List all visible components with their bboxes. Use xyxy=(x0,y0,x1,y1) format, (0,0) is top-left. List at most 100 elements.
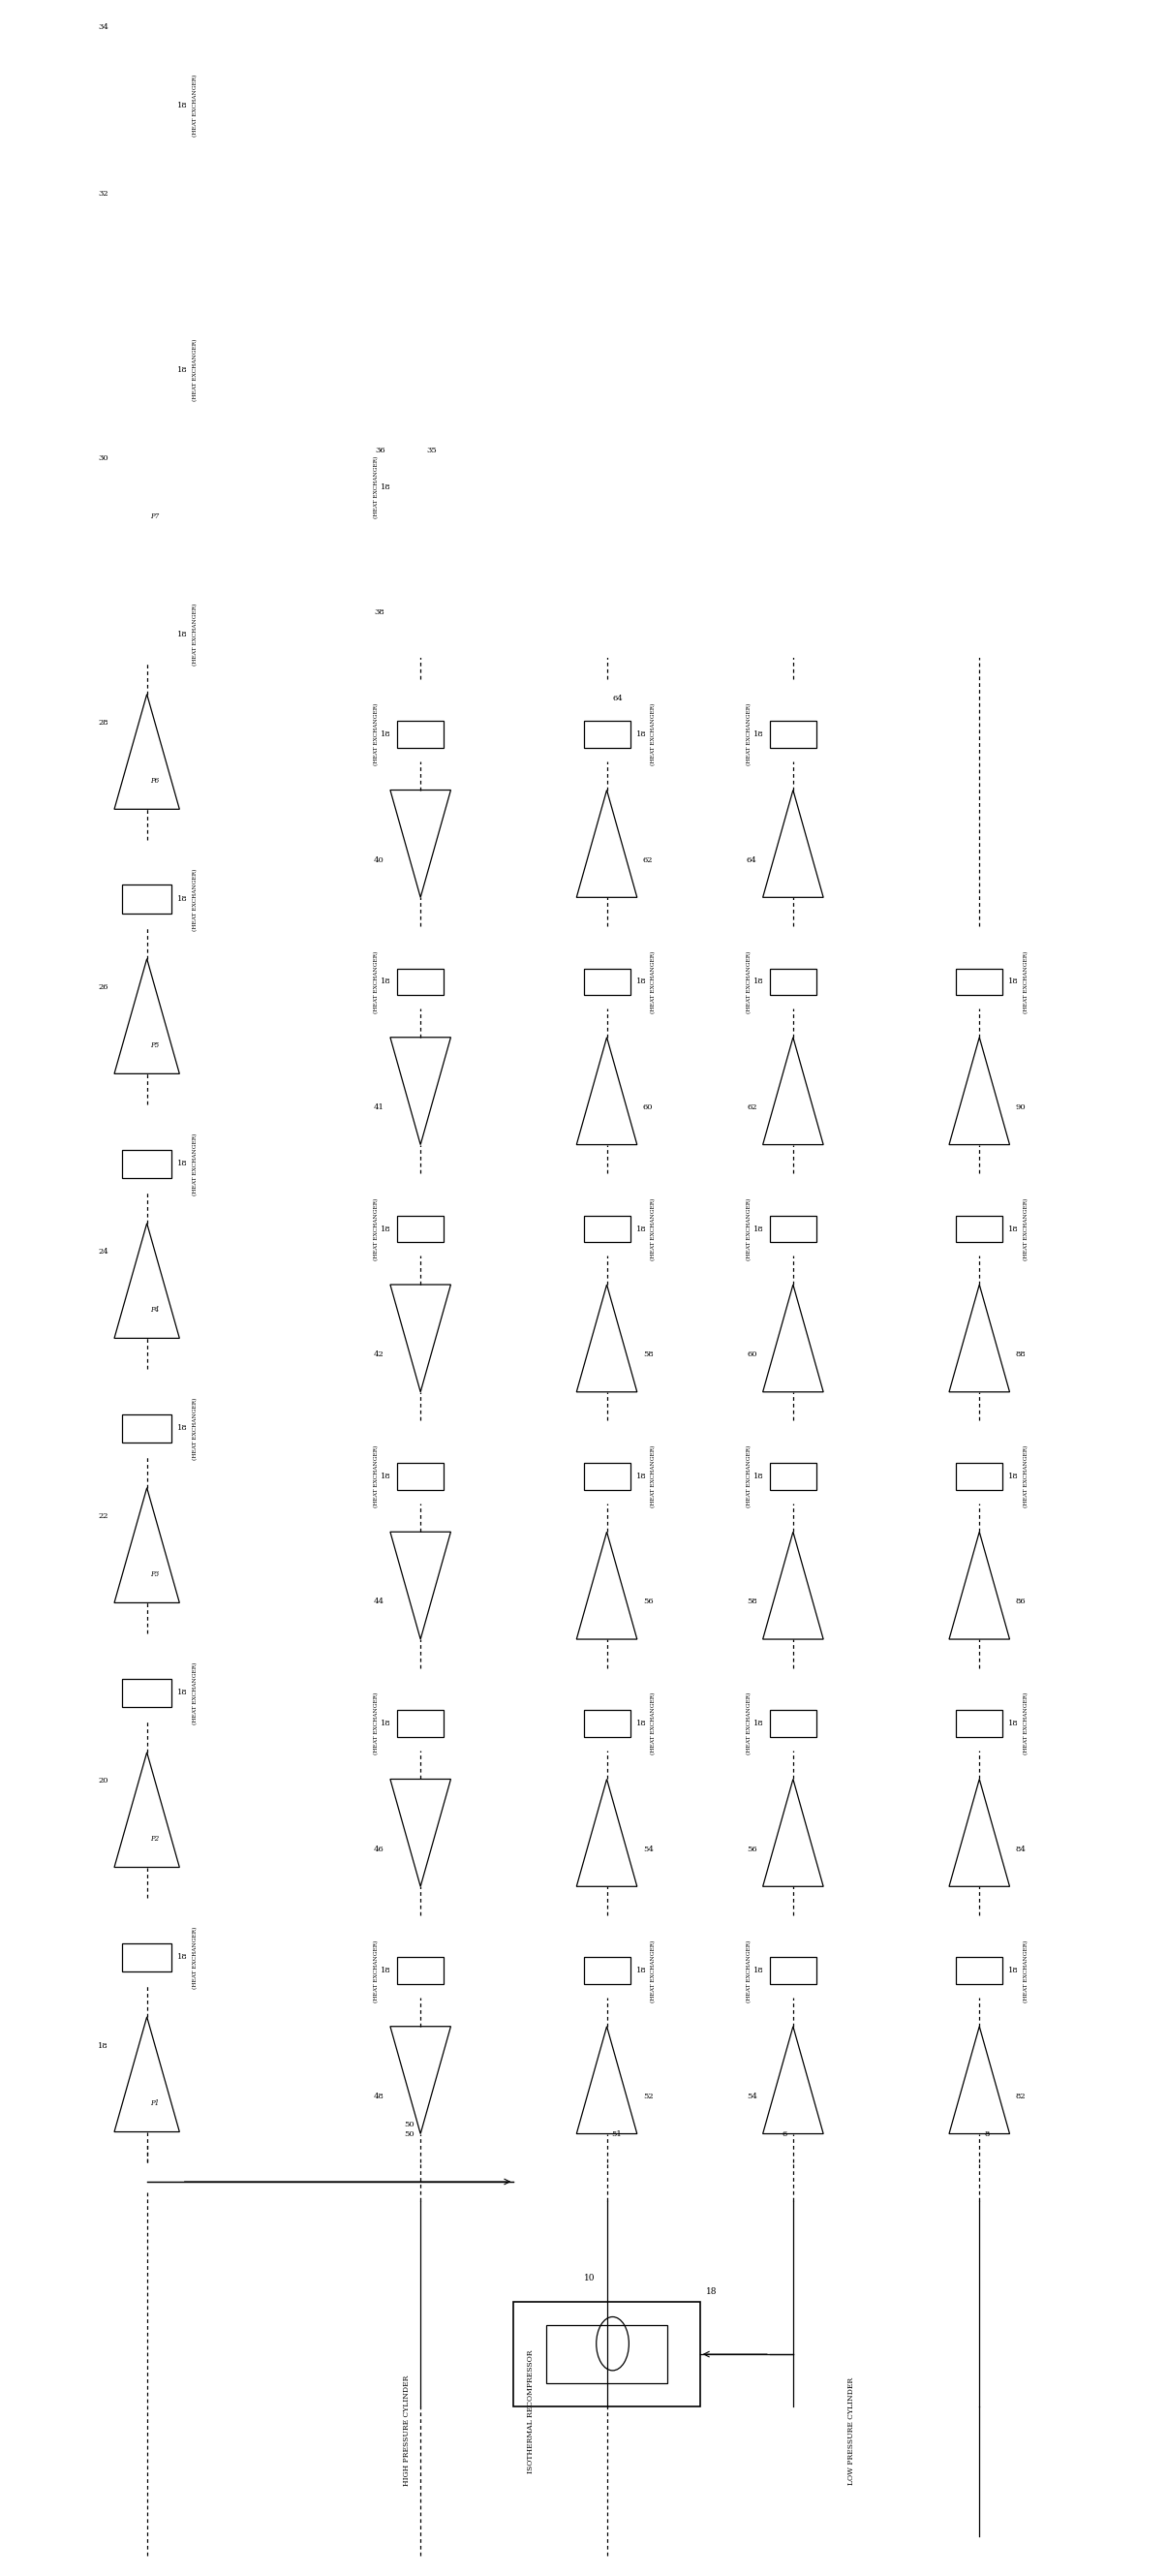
Text: P7: P7 xyxy=(151,513,159,520)
Text: 18: 18 xyxy=(636,1226,647,1234)
Text: 64: 64 xyxy=(613,693,623,701)
Text: 64: 64 xyxy=(747,855,757,863)
Text: 18: 18 xyxy=(754,1473,764,1481)
Text: 26: 26 xyxy=(98,984,109,992)
Text: (HEAT EXCHANGER): (HEAT EXCHANGER) xyxy=(373,1198,379,1260)
Text: 28: 28 xyxy=(98,719,109,726)
Text: 82: 82 xyxy=(1015,2092,1026,2099)
Text: (HEAT EXCHANGER): (HEAT EXCHANGER) xyxy=(193,1396,197,1461)
Text: 18: 18 xyxy=(380,1721,391,1728)
Bar xyxy=(770,1463,817,1489)
Text: 18: 18 xyxy=(636,1968,647,1976)
Text: 24: 24 xyxy=(98,1249,109,1257)
Bar xyxy=(397,721,443,747)
Text: (HEAT EXCHANGER): (HEAT EXCHANGER) xyxy=(1023,1692,1028,1754)
Bar xyxy=(956,1710,1002,1736)
Text: 48: 48 xyxy=(373,2092,384,2099)
Bar xyxy=(770,1958,817,1984)
Text: (HEAT EXCHANGER): (HEAT EXCHANGER) xyxy=(193,1662,197,1723)
Bar xyxy=(397,1710,443,1736)
Text: 36: 36 xyxy=(376,446,385,453)
Text: 18: 18 xyxy=(1008,979,1019,987)
Text: 18: 18 xyxy=(1008,1721,1019,1728)
Bar xyxy=(397,1958,443,1984)
Text: 56: 56 xyxy=(747,1844,757,1852)
Text: 20: 20 xyxy=(98,1777,109,1785)
Text: 8: 8 xyxy=(984,2130,990,2138)
Text: 88: 88 xyxy=(1015,1350,1026,1358)
Text: 18: 18 xyxy=(1008,1226,1019,1234)
Text: 42: 42 xyxy=(373,1350,384,1358)
Text: 18: 18 xyxy=(380,1226,391,1234)
Bar xyxy=(584,721,630,747)
Text: (HEAT EXCHANGER): (HEAT EXCHANGER) xyxy=(373,1445,379,1507)
Text: (HEAT EXCHANGER): (HEAT EXCHANGER) xyxy=(747,703,752,765)
Text: 34: 34 xyxy=(98,23,109,31)
Bar xyxy=(397,1463,443,1489)
Text: HIGH PRESSURE CYLINDER: HIGH PRESSURE CYLINDER xyxy=(403,2375,411,2486)
Text: 18: 18 xyxy=(754,1226,764,1234)
Text: (HEAT EXCHANGER): (HEAT EXCHANGER) xyxy=(651,1445,656,1507)
Text: 51: 51 xyxy=(612,2130,622,2138)
Bar xyxy=(770,1710,817,1736)
Bar xyxy=(397,474,443,500)
Text: 18: 18 xyxy=(1008,1473,1019,1481)
Text: 18: 18 xyxy=(706,2287,717,2295)
Bar xyxy=(584,969,630,994)
Bar xyxy=(123,355,172,384)
Text: (HEAT EXCHANGER): (HEAT EXCHANGER) xyxy=(373,703,379,765)
Bar xyxy=(123,886,172,914)
Text: 10: 10 xyxy=(584,2275,595,2282)
Text: 18: 18 xyxy=(177,631,188,639)
Text: 18: 18 xyxy=(177,366,188,374)
Text: 58: 58 xyxy=(643,1350,654,1358)
Text: (HEAT EXCHANGER): (HEAT EXCHANGER) xyxy=(747,1940,752,2002)
Text: (HEAT EXCHANGER): (HEAT EXCHANGER) xyxy=(193,340,197,402)
Bar xyxy=(584,1216,630,1242)
Text: 62: 62 xyxy=(643,855,654,863)
Text: 18: 18 xyxy=(98,2043,109,2050)
Text: P5: P5 xyxy=(151,1041,159,1048)
Text: (HEAT EXCHANGER): (HEAT EXCHANGER) xyxy=(1023,1198,1028,1260)
Text: 18: 18 xyxy=(754,1968,764,1976)
Text: 50: 50 xyxy=(405,2120,414,2128)
Text: 18: 18 xyxy=(636,1721,647,1728)
Text: P2: P2 xyxy=(151,1834,159,1842)
Text: (HEAT EXCHANGER): (HEAT EXCHANGER) xyxy=(373,1940,379,2002)
Text: (HEAT EXCHANGER): (HEAT EXCHANGER) xyxy=(747,1445,752,1507)
Text: (HEAT EXCHANGER): (HEAT EXCHANGER) xyxy=(1023,1940,1028,2002)
Text: (HEAT EXCHANGER): (HEAT EXCHANGER) xyxy=(651,703,656,765)
Text: (HEAT EXCHANGER): (HEAT EXCHANGER) xyxy=(193,868,197,930)
Text: (HEAT EXCHANGER): (HEAT EXCHANGER) xyxy=(747,951,752,1012)
Text: 54: 54 xyxy=(747,2092,757,2099)
Text: 18: 18 xyxy=(636,1473,647,1481)
Text: (HEAT EXCHANGER): (HEAT EXCHANGER) xyxy=(1023,1445,1028,1507)
Text: 18: 18 xyxy=(177,1953,188,1960)
Text: 60: 60 xyxy=(643,1103,654,1110)
Text: (HEAT EXCHANGER): (HEAT EXCHANGER) xyxy=(651,1692,656,1754)
Text: 38: 38 xyxy=(373,608,384,616)
Text: 60: 60 xyxy=(747,1350,757,1358)
Text: (HEAT EXCHANGER): (HEAT EXCHANGER) xyxy=(747,1198,752,1260)
Bar xyxy=(956,969,1002,994)
Text: P6: P6 xyxy=(151,775,159,783)
Text: 54: 54 xyxy=(643,1844,654,1852)
Bar xyxy=(123,621,172,649)
Bar xyxy=(770,1216,817,1242)
Text: (HEAT EXCHANGER): (HEAT EXCHANGER) xyxy=(193,603,197,667)
Bar xyxy=(397,1216,443,1242)
Text: P4: P4 xyxy=(151,1306,159,1314)
Text: (HEAT EXCHANGER): (HEAT EXCHANGER) xyxy=(747,1692,752,1754)
Text: 50: 50 xyxy=(405,2130,414,2138)
Bar xyxy=(770,969,817,994)
Text: 62: 62 xyxy=(747,1103,757,1110)
Text: 18: 18 xyxy=(380,1968,391,1976)
Text: 56: 56 xyxy=(643,1597,654,1605)
Text: (HEAT EXCHANGER): (HEAT EXCHANGER) xyxy=(651,1940,656,2002)
Text: 41: 41 xyxy=(373,1103,384,1110)
Text: 86: 86 xyxy=(1015,1597,1026,1605)
Bar xyxy=(546,2326,668,2383)
Text: 22: 22 xyxy=(98,1512,109,1520)
Text: 18: 18 xyxy=(754,979,764,987)
Text: ISOTHERMAL RECOMPRESSOR: ISOTHERMAL RECOMPRESSOR xyxy=(527,2349,534,2473)
